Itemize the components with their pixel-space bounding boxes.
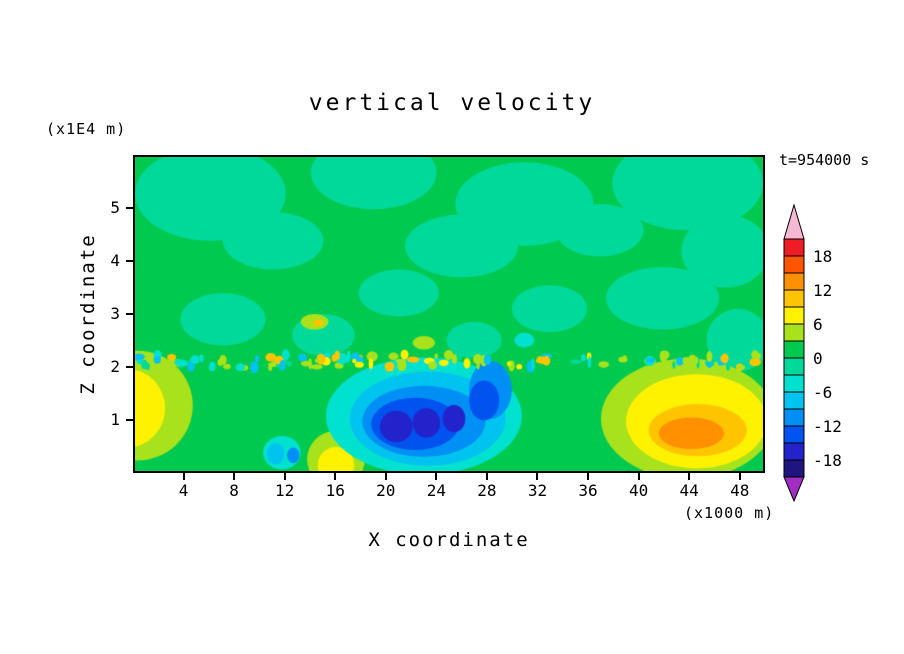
x-tick-label: 48	[730, 481, 750, 500]
x-tick-label: 20	[376, 481, 396, 500]
x-tick	[536, 473, 539, 480]
x-tick-label: 36	[578, 481, 598, 500]
colorbar	[783, 203, 807, 504]
colorbar-svg	[783, 203, 805, 503]
y-tick-label: 4	[110, 251, 120, 270]
colorbar-tick-label: -12	[813, 417, 842, 436]
x-tick-label: 44	[679, 481, 699, 500]
y-tick	[126, 313, 133, 315]
x-tick-label: 12	[275, 481, 295, 500]
x-tick	[435, 473, 438, 480]
x-axis-unit-label: (x1000 m)	[684, 504, 775, 522]
y-tick	[126, 260, 133, 262]
y-tick	[126, 207, 133, 209]
x-tick	[283, 473, 286, 480]
x-tick-label: 32	[527, 481, 548, 500]
y-axis-unit-label: (x1E4 m)	[46, 120, 127, 138]
colorbar-tick-label: 6	[813, 315, 823, 334]
y-tick-label: 5	[110, 198, 120, 217]
x-tick	[637, 473, 640, 480]
chart-title: vertical velocity	[308, 90, 596, 116]
y-tick-label: 3	[110, 304, 120, 323]
y-tick-label: 1	[110, 410, 120, 429]
x-tick-label: 8	[229, 481, 239, 500]
x-tick-label: 4	[178, 481, 189, 500]
contour-canvas	[135, 157, 763, 471]
x-tick-label: 16	[325, 481, 345, 500]
x-tick	[587, 473, 590, 480]
x-tick	[485, 473, 488, 480]
colorbar-tick-label: -18	[813, 451, 842, 470]
y-tick-label: 2	[110, 357, 120, 376]
plot-frame	[133, 155, 765, 473]
colorbar-tick-label: -6	[813, 383, 833, 402]
x-tick-label: 24	[426, 481, 446, 500]
colorbar-tick-label: 12	[813, 281, 833, 300]
colorbar-tick-label: 0	[813, 349, 823, 368]
colorbar-tick-label: 18	[813, 247, 833, 266]
y-tick	[126, 419, 133, 421]
x-tick	[334, 473, 337, 480]
time-annotation: t=954000 s	[779, 151, 870, 169]
x-tick	[182, 473, 185, 480]
x-tick-label: 40	[628, 481, 649, 500]
x-axis-label: X coordinate	[368, 529, 530, 551]
x-tick	[738, 473, 741, 480]
x-tick-label: 28	[477, 481, 497, 500]
x-tick	[233, 473, 236, 480]
y-tick	[126, 366, 133, 368]
x-tick	[384, 473, 387, 480]
x-tick	[688, 473, 691, 480]
